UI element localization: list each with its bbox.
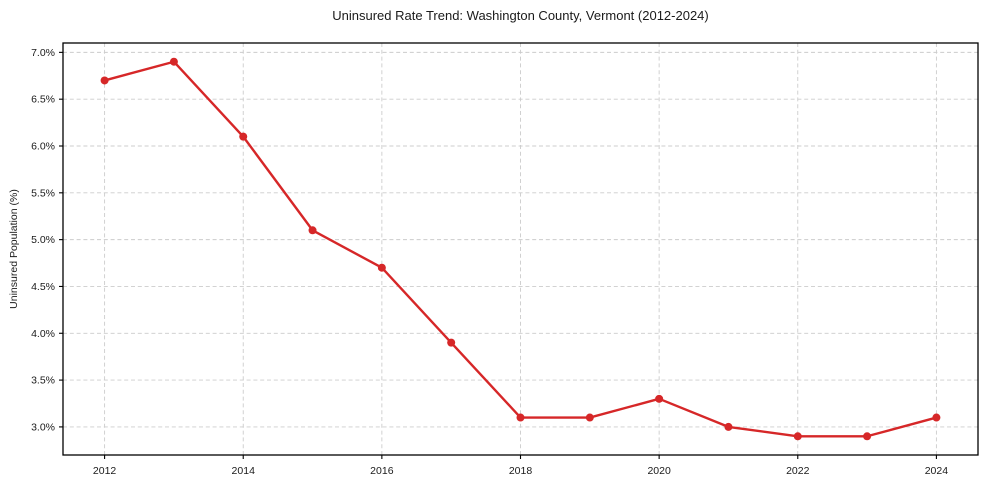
data-point [655,394,664,403]
data-point [793,432,802,441]
data-point [377,263,386,272]
x-tick-label: 2018 [509,465,533,477]
y-tick-label: 3.0% [31,421,55,433]
y-tick-label: 7.0% [31,47,55,59]
data-point [585,413,594,422]
data-point [100,76,109,85]
data-point [239,132,248,141]
y-tick-label: 4.5% [31,281,55,293]
y-tick-label: 6.5% [31,94,55,106]
y-tick-label: 5.5% [31,187,55,199]
data-point [516,413,525,422]
y-tick-label: 4.0% [31,328,55,340]
data-point [447,338,456,347]
x-tick-label: 2014 [232,465,256,477]
y-tick-label: 6.0% [31,141,55,153]
data-point [863,432,872,441]
chart-title: Uninsured Rate Trend: Washington County,… [332,8,709,23]
x-tick-label: 2016 [370,465,394,477]
y-tick-label: 5.0% [31,234,55,246]
y-tick-label: 3.5% [31,375,55,387]
x-tick-label: 2020 [647,465,671,477]
data-point [932,413,941,422]
data-point [169,57,178,66]
data-point [308,226,317,235]
x-tick-label: 2012 [93,465,117,477]
x-tick-label: 2022 [786,465,810,477]
data-point [724,422,733,431]
x-tick-label: 2024 [925,465,949,477]
